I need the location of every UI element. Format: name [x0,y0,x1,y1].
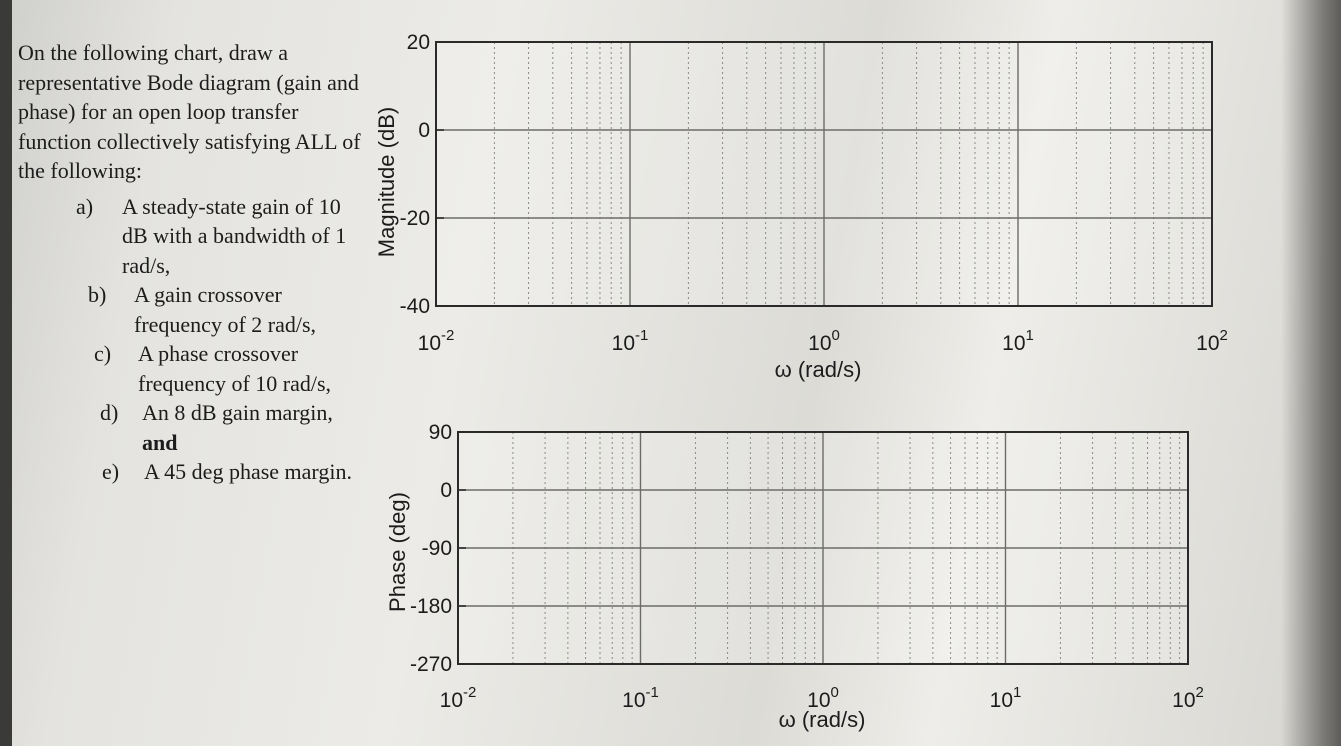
x-tick-exponent: -1 [646,684,659,701]
page-edge-shadow-right [1281,0,1341,746]
question-intro: On the following chart, draw a represent… [18,40,361,183]
question-text: On the following chart, draw a represent… [14,38,364,487]
x-tick-label: 10-1 [622,684,659,712]
x-tick-label: 102 [1172,684,1204,712]
x-axis-label: ω (rad/s) [779,707,866,732]
requirement-item: a) A steady-state gain of 10 dB with a b… [14,192,364,281]
x-tick-base: 10 [1002,332,1025,355]
requirement-text: A gain crossover frequency of 2 rad/s, [134,282,317,337]
x-tick-label: 10-2 [440,684,477,712]
x-tick-base: 10 [418,332,441,355]
y-tick-label: 0 [440,479,452,502]
x-tick-exponent: 1 [1026,327,1034,344]
requirement-suffix: and [142,429,178,455]
y-tick-label: 0 [418,119,430,142]
requirement-letter: a) [76,193,94,219]
y-tick-label: -40 [400,295,430,318]
requirement-item: d) An 8 dB gain margin, and [14,398,364,457]
x-tick-base: 10 [807,689,830,712]
requirement-letter: e) [102,459,120,484]
x-tick-exponent: 0 [831,684,839,701]
y-tick-label: -270 [410,653,452,676]
requirement-letter: d) [100,400,119,425]
x-tick-label: 100 [808,327,840,355]
x-tick-base: 10 [1172,689,1195,712]
y-tick-label: -90 [422,537,452,560]
y-tick-label: -20 [400,207,430,230]
requirement-item: e) A 45 deg phase margin. [14,457,364,487]
page-edge-shadow-left [0,0,12,746]
x-tick-base: 10 [612,332,635,355]
y-tick-label: 20 [407,31,430,54]
x-tick-exponent: 2 [1220,327,1228,344]
x-tick-base: 10 [1196,332,1219,355]
x-tick-base: 10 [622,689,645,712]
x-tick-exponent: -2 [463,684,476,701]
requirements-list: a) A steady-state gain of 10 dB with a b… [14,192,364,487]
x-tick-exponent: -2 [441,327,454,344]
x-tick-label: 101 [990,684,1022,712]
x-tick-base: 10 [990,689,1013,712]
requirement-letter: b) [88,282,107,307]
requirement-text: A phase crossover frequency of 10 rad/s, [138,341,332,396]
requirement-item: b) A gain crossover frequency of 2 rad/s… [14,280,364,339]
x-tick-exponent: 2 [1196,684,1204,701]
plot-frame [457,431,1189,665]
x-tick-exponent: 1 [1013,684,1021,701]
requirement-text: An 8 dB gain margin, [142,400,333,425]
requirement-text: A steady-state gain of 10 dB with a band… [122,193,347,278]
x-tick-base: 10 [440,689,463,712]
x-tick-label: 101 [1002,327,1034,355]
y-tick-label: -180 [410,595,452,618]
x-tick-base: 10 [808,332,831,355]
x-tick-label: 10-2 [418,327,455,355]
requirement-letter: c) [94,341,112,366]
x-tick-label: 102 [1196,327,1228,355]
plot-frame [435,41,1213,307]
y-axis-label: Magnitude (dB) [374,107,399,257]
x-tick-label: 10-1 [612,327,649,355]
x-axis-label: ω (rad/s) [775,357,862,382]
x-tick-label: 100 [807,684,839,712]
y-axis-label: Phase (deg) [385,492,410,612]
x-tick-exponent: -1 [635,327,648,344]
x-tick-exponent: 0 [832,327,840,344]
requirement-text: A 45 deg phase margin. [144,459,352,484]
y-tick-label: 90 [429,421,452,444]
requirement-item: c) A phase crossover frequency of 10 rad… [14,339,364,398]
